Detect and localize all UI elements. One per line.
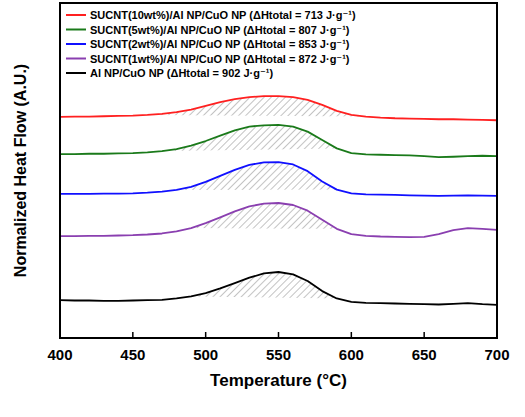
legend-label: Al NP/CuO NP (ΔHtotal = 902 J·g⁻¹) [90, 67, 273, 79]
peak-hatch [147, 96, 366, 116]
x-tick [423, 332, 425, 338]
x-tick-label: 400 [47, 346, 72, 363]
series-line [60, 162, 497, 196]
x-tick [59, 332, 61, 338]
legend-swatch [66, 43, 86, 45]
plot-frame [60, 3, 497, 338]
legend-label: SUCNT(2wt%)/Al NP/CuO NP (ΔHtotal = 853 … [90, 38, 350, 50]
x-tick-label: 600 [339, 346, 364, 363]
series-line [60, 272, 497, 305]
legend-swatch [66, 29, 86, 31]
x-tick-label: 450 [120, 346, 145, 363]
plot-area [60, 96, 497, 305]
series-line [60, 203, 497, 237]
legend-label: SUCNT(1wt%)/Al NP/CuO NP (ΔHtotal = 872 … [90, 53, 350, 65]
legend-label: SUCNT(5wt%)/Al NP/CuO NP (ΔHtotal = 807 … [90, 24, 350, 36]
x-tick-label: 550 [266, 346, 291, 363]
x-axis-title: Temperature (°C) [210, 371, 347, 390]
legend-swatch [66, 72, 86, 74]
x-tick-label: 700 [484, 346, 509, 363]
x-tick [351, 332, 353, 338]
x-tick [496, 332, 498, 338]
chart: 400 450 500 550 600 650 700 Temperature (°C) Nor… [0, 0, 525, 417]
legend-label: SUCNT(10wt%)/Al NP/CuO NP (ΔHtotal = 713… [90, 9, 356, 21]
legend: SUCNT(10wt%)/Al NP/CuO NP (ΔHtotal = 713… [66, 9, 356, 79]
x-tick [205, 332, 207, 338]
x-tick [278, 332, 280, 338]
x-tick [132, 332, 134, 338]
peak-hatch [177, 162, 337, 190]
x-tick-label: 650 [412, 346, 437, 363]
series-line [60, 125, 497, 157]
legend-swatch [66, 58, 86, 60]
series-line [60, 96, 497, 120]
y-axis-title: Normalized Heat Flow (A.U.) [12, 64, 29, 277]
x-tick-label: 500 [193, 346, 218, 363]
legend-swatch [66, 14, 86, 16]
